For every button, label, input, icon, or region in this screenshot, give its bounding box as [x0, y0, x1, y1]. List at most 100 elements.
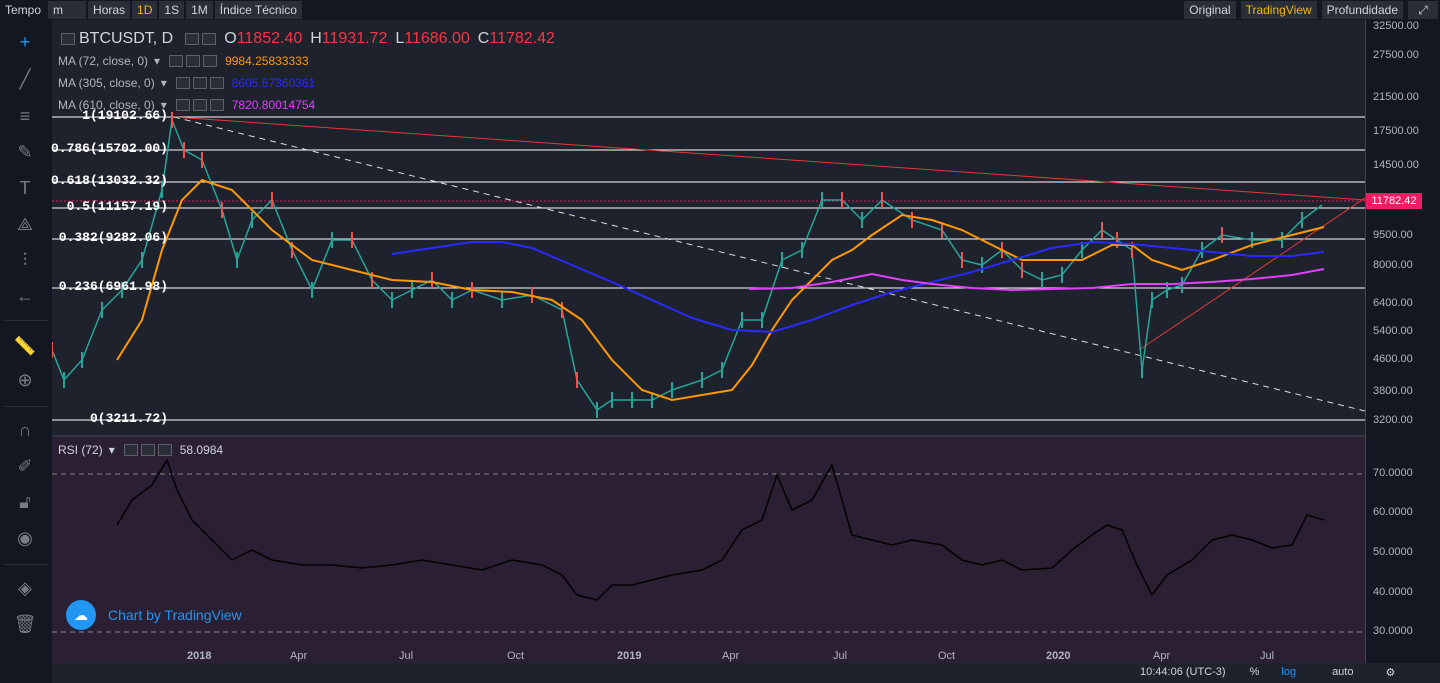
ma610-remove-icon[interactable] [209, 99, 224, 111]
trendline-icon[interactable]: ╱ [19, 68, 31, 89]
ma305-remove-icon[interactable] [209, 77, 224, 89]
interval-1d[interactable]: 1D [132, 1, 158, 19]
time-tick-label: 2020 [1046, 650, 1071, 662]
trash-icon[interactable]: 🗑︎ [13, 613, 37, 634]
red-support-line[interactable] [1138, 197, 1366, 351]
unit-select[interactable]: m [48, 1, 87, 19]
ma72-label: MA (72, close, 0) [58, 54, 149, 68]
fib-label: 0.5(11157.19) [66, 199, 168, 214]
ma610-settings-icon[interactable] [175, 99, 190, 111]
rsi-value: 58.0984 [179, 443, 224, 457]
time-tick-label: 2018 [187, 650, 212, 662]
ma305-hide-icon[interactable] [192, 77, 207, 89]
ma72-line [116, 178, 1325, 402]
indicators-button[interactable]: Índice Técnico [214, 1, 302, 19]
time-tick-label: Apr [1153, 650, 1171, 662]
time-tick-label: Jul [833, 650, 848, 662]
price-tick-label: 21500.00 [1373, 91, 1419, 103]
price-tick-label: 4600.00 [1373, 353, 1413, 365]
ma610-line [748, 268, 1325, 292]
fullscreen-icon[interactable]: ⤢ [1408, 1, 1438, 19]
ma305-settings-icon[interactable] [175, 77, 190, 89]
price-tick-label: 9500.00 [1373, 229, 1413, 241]
dashed-trendline[interactable] [173, 116, 1366, 412]
rsi-tick-label: 60.0000 [1373, 506, 1413, 518]
top-toolbar: Tempo m Horas 1D 1S 1M Índice Técnico Or… [0, 0, 1440, 20]
ma305-label: MA (305, close, 0) [58, 76, 155, 90]
horas-select[interactable]: Horas [88, 1, 131, 19]
hide-icon[interactable] [202, 33, 217, 45]
chart-pane[interactable] [51, 20, 1366, 663]
eye-icon[interactable]: ◉ [17, 527, 33, 548]
chart-settings-icon[interactable]: ⚙ [1385, 667, 1396, 679]
low-label: L [395, 30, 405, 47]
drawing-toolbar: + ╱ ≡ ✎ T ⟁ ⫶ ← 📏 ⊕ ∩ ✐ 🔓︎ ◉ ◈ 🗑︎ [0, 20, 52, 683]
auto-toggle[interactable]: auto [1332, 666, 1354, 678]
view-tradingview[interactable]: TradingView [1240, 1, 1317, 19]
ma72-remove-icon[interactable] [203, 55, 218, 67]
price-tick-label: 3200.00 [1373, 414, 1413, 426]
ruler-icon[interactable]: 📏 [13, 335, 37, 356]
time-tick-label: Jul [1260, 650, 1275, 662]
ma610-hide-icon[interactable] [192, 99, 207, 111]
fib-label: 0.236(6961.98) [58, 279, 168, 294]
red-trendline[interactable] [173, 116, 1366, 201]
prediction-icon[interactable]: ⫶ [22, 249, 28, 270]
crosshair-icon[interactable]: + [19, 31, 31, 52]
price-series [51, 117, 1323, 412]
price-tick-label: 6400.00 [1373, 297, 1413, 309]
ma610-label: MA (610, close, 0) [58, 98, 155, 112]
fib-label: 0.786(15702.00) [50, 141, 168, 156]
ma72-settings-icon[interactable] [169, 55, 184, 67]
lock-icon[interactable]: 🔓︎ [19, 491, 31, 512]
stay-drawing-icon[interactable]: ✐ [17, 455, 33, 476]
time-tick-label: Oct [507, 650, 525, 662]
zoom-in-icon[interactable]: ⊕ [17, 369, 33, 390]
magnet-icon[interactable]: ∩ [18, 419, 32, 440]
price-tick-label: 5400.00 [1373, 325, 1413, 337]
collapse-icon[interactable] [61, 33, 75, 45]
interval-1m[interactable]: 1M [186, 1, 213, 19]
ma305-value: 8605.67360361 [231, 76, 316, 90]
last-price-tag: 11782.42 [1366, 193, 1422, 209]
ma72-value: 9984.25833333 [225, 54, 309, 68]
clock-readout: 10:44:06 (UTC-3) [1140, 666, 1226, 678]
log-toggle[interactable]: log [1281, 666, 1297, 678]
symbol-name: BTCUSDT, D [79, 30, 174, 47]
time-tick-label: Jul [399, 650, 414, 662]
back-arrow-icon[interactable]: ← [16, 285, 34, 306]
time-tick-label: Apr [290, 650, 308, 662]
settings-icon[interactable] [185, 33, 200, 45]
fib-tool-icon[interactable]: ≡ [19, 105, 31, 126]
rsi-remove-icon[interactable] [157, 444, 172, 456]
rsi-tick-label: 30.0000 [1373, 625, 1413, 637]
ma72-hide-icon[interactable] [186, 55, 201, 67]
rsi-tick-label: 50.0000 [1373, 546, 1413, 558]
close-value: 11782.42 [489, 30, 555, 47]
time-tick-label: 2019 [617, 650, 642, 662]
time-tick-label: Oct [938, 650, 956, 662]
pattern-icon[interactable]: ⟁ [16, 213, 34, 234]
view-original[interactable]: Original [1184, 1, 1236, 19]
fib-label: 0.382(9282.06) [58, 230, 168, 245]
price-axis[interactable] [1365, 20, 1440, 663]
ma610-value: 7820.80014754 [231, 98, 316, 112]
brush-icon[interactable]: ✎ [17, 141, 33, 162]
view-depth[interactable]: Profundidade [1321, 1, 1403, 19]
open-value: 11852.40 [236, 30, 303, 47]
status-bar: 10:44:06 (UTC-3) % log auto ⚙ [1140, 666, 1395, 679]
ma305-line [391, 240, 1325, 334]
fib-label: 0.618(13032.32) [50, 173, 168, 188]
rsi-settings-icon[interactable] [123, 444, 138, 456]
interval-1s[interactable]: 1S [159, 1, 185, 19]
chart-legend: BTCUSDT, D O 11852.40 H 11931.72 L 11686… [58, 30, 555, 112]
price-tick-label: 8000.00 [1373, 259, 1413, 271]
rsi-hide-icon[interactable] [140, 444, 155, 456]
text-icon[interactable]: T [19, 177, 31, 198]
price-tick-label: 27500.00 [1373, 49, 1419, 61]
percent-toggle[interactable]: % [1249, 666, 1260, 678]
watermark-text: Chart by TradingView [108, 607, 242, 623]
time-tick-label: Apr [722, 650, 740, 662]
layers-icon[interactable]: ◈ [18, 577, 32, 598]
tradingview-watermark[interactable]: ☁ Chart by TradingView [66, 600, 242, 630]
